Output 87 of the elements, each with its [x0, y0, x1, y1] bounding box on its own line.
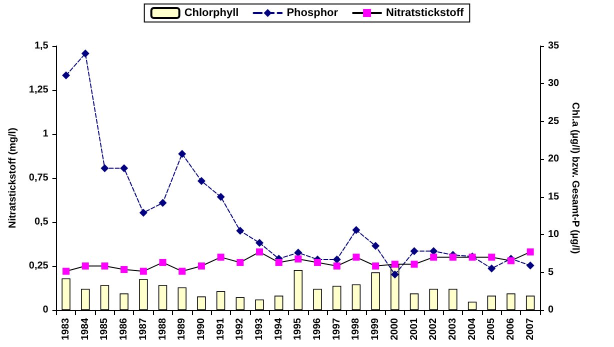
y2-tick-label: 20: [548, 154, 560, 165]
y2-tick-label: 25: [548, 116, 560, 127]
x-tick-label: 1998: [350, 318, 362, 340]
point: [488, 264, 496, 273]
y2-tick-label: 5: [548, 266, 554, 278]
point: [82, 262, 89, 270]
point: [352, 226, 360, 234]
x-tick-label: 2004: [466, 318, 478, 340]
point: [178, 268, 186, 275]
point: [197, 177, 206, 186]
y2-tick-label: 30: [548, 78, 560, 90]
y-axis-title: Nitratstickstoff (mg/l): [8, 128, 18, 228]
x-tick-label: 2007: [524, 318, 536, 340]
x-tick-label: 2006: [505, 318, 516, 340]
point: [294, 255, 302, 262]
x-tick-label: 1991: [215, 318, 226, 340]
point: [101, 262, 108, 270]
x-tick-label: 1996: [312, 318, 324, 340]
x-tick-label: 1988: [157, 318, 168, 340]
point: [140, 268, 147, 275]
point: [352, 254, 360, 261]
point: [217, 254, 224, 261]
x-tick-label: 2003: [447, 318, 458, 340]
x-tick-label: 1992: [234, 318, 246, 340]
y2-tick-label: 0: [548, 304, 554, 316]
y-tick-label: 0,5: [34, 216, 49, 228]
point: [526, 248, 534, 256]
point: [507, 257, 514, 264]
x-tick-label: 1995: [292, 318, 304, 340]
x-tick-label: 1983: [60, 318, 72, 340]
point: [314, 258, 322, 266]
point: [449, 254, 456, 261]
x-tick-label: 2001: [408, 318, 420, 340]
point: [62, 71, 70, 80]
point: [391, 260, 398, 268]
point: [372, 242, 380, 250]
x-tick-label: 2005: [486, 318, 498, 340]
y-tick-label: 0,25: [28, 260, 49, 272]
y2-tick-label: 15: [548, 191, 560, 202]
point: [120, 266, 128, 274]
point: [275, 258, 282, 266]
y-tick-label: 0: [42, 304, 49, 316]
y2-tick-label: 10: [548, 229, 560, 240]
point: [256, 248, 263, 256]
x-tick-label: 1990: [196, 318, 207, 340]
y-tick-label: 1,5: [34, 40, 49, 52]
point: [390, 270, 399, 279]
legend-label: Phosphor: [286, 7, 339, 19]
y-tick-label: 0,75: [28, 172, 49, 184]
point: [236, 258, 244, 266]
x-tick-label: 1984: [80, 318, 91, 340]
legend-label: Nitratstickstoff: [386, 7, 464, 19]
point: [81, 50, 90, 58]
point: [372, 262, 380, 270]
point: [430, 254, 438, 261]
y2-tick-label: 35: [548, 40, 560, 52]
x-tick-label: 2002: [428, 318, 440, 340]
point: [236, 226, 244, 235]
point: [526, 261, 534, 270]
x-tick-label: 1993: [254, 318, 265, 340]
point: [100, 164, 109, 172]
x-tick-label: 2000: [389, 318, 400, 340]
point: [62, 268, 70, 275]
point: [410, 247, 418, 256]
x-tick-label: 1994: [273, 318, 284, 340]
point: [255, 238, 264, 247]
point: [159, 258, 166, 266]
point: [139, 208, 148, 217]
x-tick-label: 1987: [138, 318, 149, 340]
point: [120, 164, 128, 172]
point: [332, 255, 341, 264]
point: [158, 198, 167, 207]
point: [410, 260, 418, 268]
y-tick-label: 1,25: [28, 84, 49, 96]
point: [333, 262, 340, 270]
point: [488, 254, 496, 261]
point: [178, 150, 186, 158]
x-tick-label: 1985: [99, 318, 110, 340]
x-tick-label: 1997: [331, 318, 342, 340]
x-tick-label: 1986: [118, 318, 130, 340]
point: [216, 192, 225, 201]
legend-label: Chlorphyll: [184, 7, 239, 19]
x-tick-label: 1989: [176, 318, 188, 340]
y-tick-label: 1: [42, 128, 49, 140]
point: [198, 262, 205, 270]
y2-axis-title: Chl.a (µg/l) bzw. Gesamt-P (µg/l): [570, 102, 581, 254]
x-tick-label: 1999: [370, 318, 382, 340]
